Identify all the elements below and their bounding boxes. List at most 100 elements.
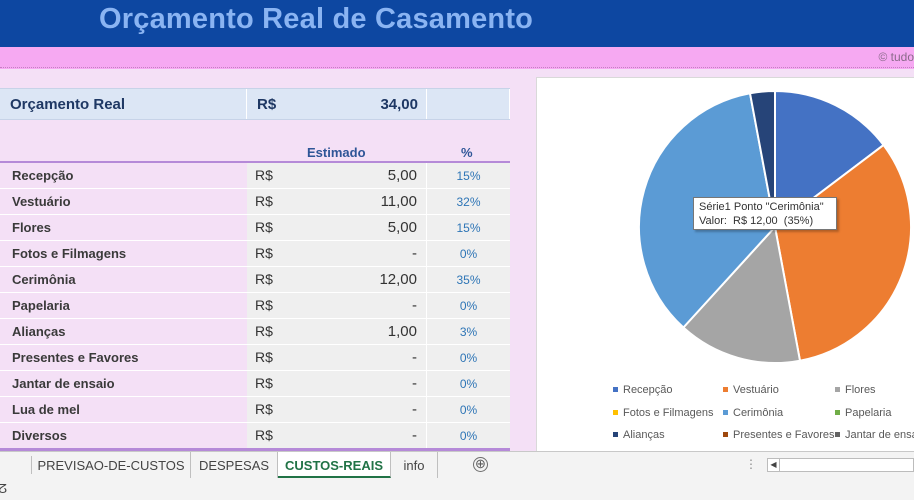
row-value: 5,00 [387,167,417,184]
row-label: Vestuário [12,194,71,209]
more-options-icon[interactable]: ⋮ [745,457,757,471]
table-row[interactable]: Fotos e Filmagens R$ - 0% [0,241,510,267]
page-title: Orçamento Real de Casamento [99,3,534,35]
row-currency: R$ [255,375,273,391]
summary-empty-cell[interactable] [427,89,510,119]
row-value-cell[interactable]: R$ 5,00 [247,163,427,188]
row-label-cell[interactable]: Flores [0,215,247,240]
status-bar: ⵒ [0,478,914,500]
row-value-cell[interactable]: R$ - [247,397,427,422]
horizontal-scrollbar[interactable]: ◀ [767,458,914,472]
table-row[interactable]: Lua de mel R$ - 0% [0,397,510,423]
row-percent-cell[interactable]: 32% [427,189,510,214]
row-value-cell[interactable]: R$ - [247,345,427,370]
tab-custos-reais[interactable]: CUSTOS-REAIS [278,452,391,478]
row-percent: 0% [459,247,478,261]
legend-swatch [613,432,618,437]
row-label-cell[interactable]: Alianças [0,319,247,344]
title-banner: Orçamento Real de Casamento [0,0,914,47]
row-label: Lua de mel [12,402,80,417]
legend-swatch [723,432,728,437]
row-percent-cell[interactable]: 0% [427,345,510,370]
row-label-cell[interactable]: Jantar de ensaio [0,371,247,396]
row-value-cell[interactable]: R$ - [247,293,427,318]
legend-item[interactable]: Presentes e Favores [723,429,835,441]
row-currency: R$ [255,219,273,235]
row-percent: 0% [459,429,478,443]
legend-swatch [613,387,618,392]
table-row[interactable]: Cerimônia R$ 12,00 35% [0,267,510,293]
row-label-cell[interactable]: Recepção [0,163,247,188]
row-currency: R$ [255,297,273,313]
tab-info[interactable]: info [391,452,438,478]
row-value-cell[interactable]: R$ 12,00 [247,267,427,292]
row-percent-cell[interactable]: 15% [427,215,510,240]
row-percent-cell[interactable]: 0% [427,293,510,318]
legend-label: Presentes e Favores [733,429,835,441]
row-percent-cell[interactable]: 0% [427,423,510,448]
macro-recording-icon[interactable]: ⵒ [0,482,8,496]
row-value: - [412,349,417,366]
row-label-cell[interactable]: Vestuário [0,189,247,214]
row-label-cell[interactable]: Presentes e Favores [0,345,247,370]
row-percent-cell[interactable]: 0% [427,397,510,422]
row-percent: 32% [456,195,481,209]
strip-border [0,67,914,68]
table-row[interactable]: Flores R$ 5,00 15% [0,215,510,241]
row-value-cell[interactable]: R$ - [247,241,427,266]
legend-item[interactable]: Jantar de ensa [835,429,914,441]
row-value-cell[interactable]: R$ 1,00 [247,319,427,344]
row-percent-cell[interactable]: 35% [427,267,510,292]
table-row[interactable]: Presentes e Favores R$ - 0% [0,345,510,371]
table-row[interactable]: Papelaria R$ - 0% [0,293,510,319]
table-bottom-divider [0,448,510,451]
tab-despesas[interactable]: DESPESAS [191,452,278,478]
scroll-left-icon[interactable]: ◀ [768,459,780,471]
legend-label: Flores [845,384,876,396]
legend-item[interactable]: Alianças [613,429,665,441]
summary-row[interactable]: Orçamento Real R$ 34,00 [0,88,510,120]
summary-label-cell[interactable]: Orçamento Real [0,89,247,119]
row-currency: R$ [255,427,273,443]
row-currency: R$ [255,271,273,287]
add-sheet-icon[interactable]: ⊕ [473,457,488,472]
table-row[interactable]: Vestuário R$ 11,00 32% [0,189,510,215]
legend-item[interactable]: Vestuário [723,384,779,396]
table-row[interactable]: Alianças R$ 1,00 3% [0,319,510,345]
table-row[interactable]: Jantar de ensaio R$ - 0% [0,371,510,397]
legend-label: Recepção [623,384,673,396]
legend-label: Papelaria [845,407,892,419]
row-label-cell[interactable]: Papelaria [0,293,247,318]
legend-label: Fotos e Filmagens [623,407,714,419]
column-header-percent: % [461,145,473,160]
legend-item[interactable]: Fotos e Filmagens [613,407,713,419]
row-label-cell[interactable]: Diversos [0,423,247,448]
row-value-cell[interactable]: R$ - [247,423,427,448]
tooltip-series-point: Série1 Ponto "Cerimônia" [699,201,824,213]
row-label-cell[interactable]: Lua de mel [0,397,247,422]
row-value-cell[interactable]: R$ - [247,371,427,396]
row-percent-cell[interactable]: 0% [427,371,510,396]
row-value-cell[interactable]: R$ 11,00 [247,189,427,214]
row-label: Cerimônia [12,272,76,287]
legend-item[interactable]: Flores [835,384,876,396]
legend-item[interactable]: Papelaria [835,407,891,419]
row-label-cell[interactable]: Cerimônia [0,267,247,292]
legend-swatch [835,432,840,437]
row-value: 11,00 [380,193,417,210]
table-row[interactable]: Diversos R$ - 0% [0,423,510,449]
summary-value-cell[interactable]: R$ 34,00 [247,89,427,119]
table-row[interactable]: Recepção R$ 5,00 15% [0,163,510,189]
legend-item[interactable]: Recepção [613,384,673,396]
legend-label: Jantar de ensa [845,429,914,441]
row-percent-cell[interactable]: 3% [427,319,510,344]
row-label-cell[interactable]: Fotos e Filmagens [0,241,247,266]
legend-item[interactable]: Cerimônia [723,407,783,419]
row-percent: 0% [459,403,478,417]
row-percent-cell[interactable]: 0% [427,241,510,266]
chart-legend[interactable]: Recepção Vestuário Flores Fotos e Filmagens… [613,382,914,448]
row-percent-cell[interactable]: 15% [427,163,510,188]
tab-previsao-de-custos[interactable]: PREVISAO-DE-CUSTOS [32,452,191,478]
row-label: Presentes e Favores [12,350,139,365]
row-value-cell[interactable]: R$ 5,00 [247,215,427,240]
